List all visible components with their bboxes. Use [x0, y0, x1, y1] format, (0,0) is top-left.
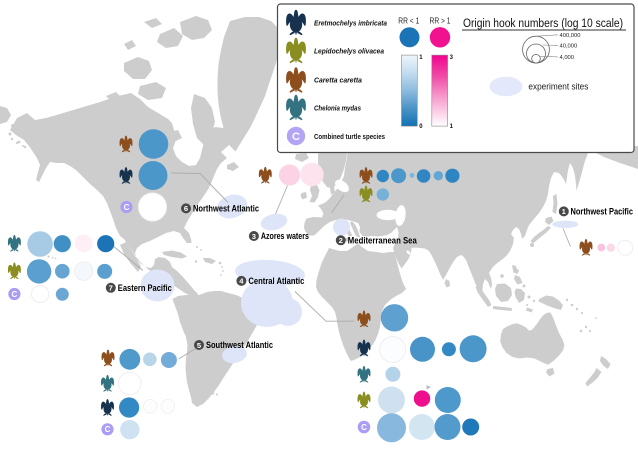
svg-text:Central Atlantic: Central Atlantic	[248, 276, 304, 286]
svg-text:Southwest Atlantic: Southwest Atlantic	[206, 340, 273, 350]
svg-text:C: C	[292, 131, 300, 143]
svg-text:Northwest Pacific: Northwest Pacific	[571, 207, 634, 217]
svg-text:400,000: 400,000	[560, 33, 581, 39]
svg-text:3: 3	[252, 232, 256, 241]
svg-text:Origin hook numbers (log 10 sc: Origin hook numbers (log 10 scale)	[463, 16, 623, 30]
svg-text:experiment sites: experiment sites	[528, 82, 588, 93]
svg-text:Caretta caretta: Caretta caretta	[314, 76, 362, 85]
svg-text:6: 6	[184, 204, 188, 213]
svg-text:C: C	[124, 203, 130, 212]
svg-text:C: C	[361, 423, 367, 432]
svg-text:Eastern Pacific: Eastern Pacific	[118, 283, 172, 293]
svg-text:Mediterranean Sea: Mediterranean Sea	[348, 235, 417, 245]
svg-text:40,000: 40,000	[560, 43, 578, 49]
svg-text:Eretmochelys imbricata: Eretmochelys imbricata	[314, 18, 387, 27]
svg-text:Combined turtle species: Combined turtle species	[314, 132, 385, 141]
svg-text:RR < 1: RR < 1	[398, 15, 419, 25]
svg-text:4,000: 4,000	[560, 55, 575, 61]
svg-text:2: 2	[339, 236, 343, 245]
svg-text:RR > 1: RR > 1	[430, 15, 451, 25]
svg-text:C: C	[105, 425, 111, 434]
svg-text:C: C	[12, 290, 18, 299]
svg-text:7: 7	[109, 284, 113, 293]
svg-text:Lepidochelys olivacea: Lepidochelys olivacea	[314, 47, 384, 56]
svg-text:Chelonia mydas: Chelonia mydas	[314, 103, 361, 112]
svg-text:Northwest Atlantic: Northwest Atlantic	[193, 204, 259, 214]
svg-text:Azores waters: Azores waters	[261, 231, 309, 241]
